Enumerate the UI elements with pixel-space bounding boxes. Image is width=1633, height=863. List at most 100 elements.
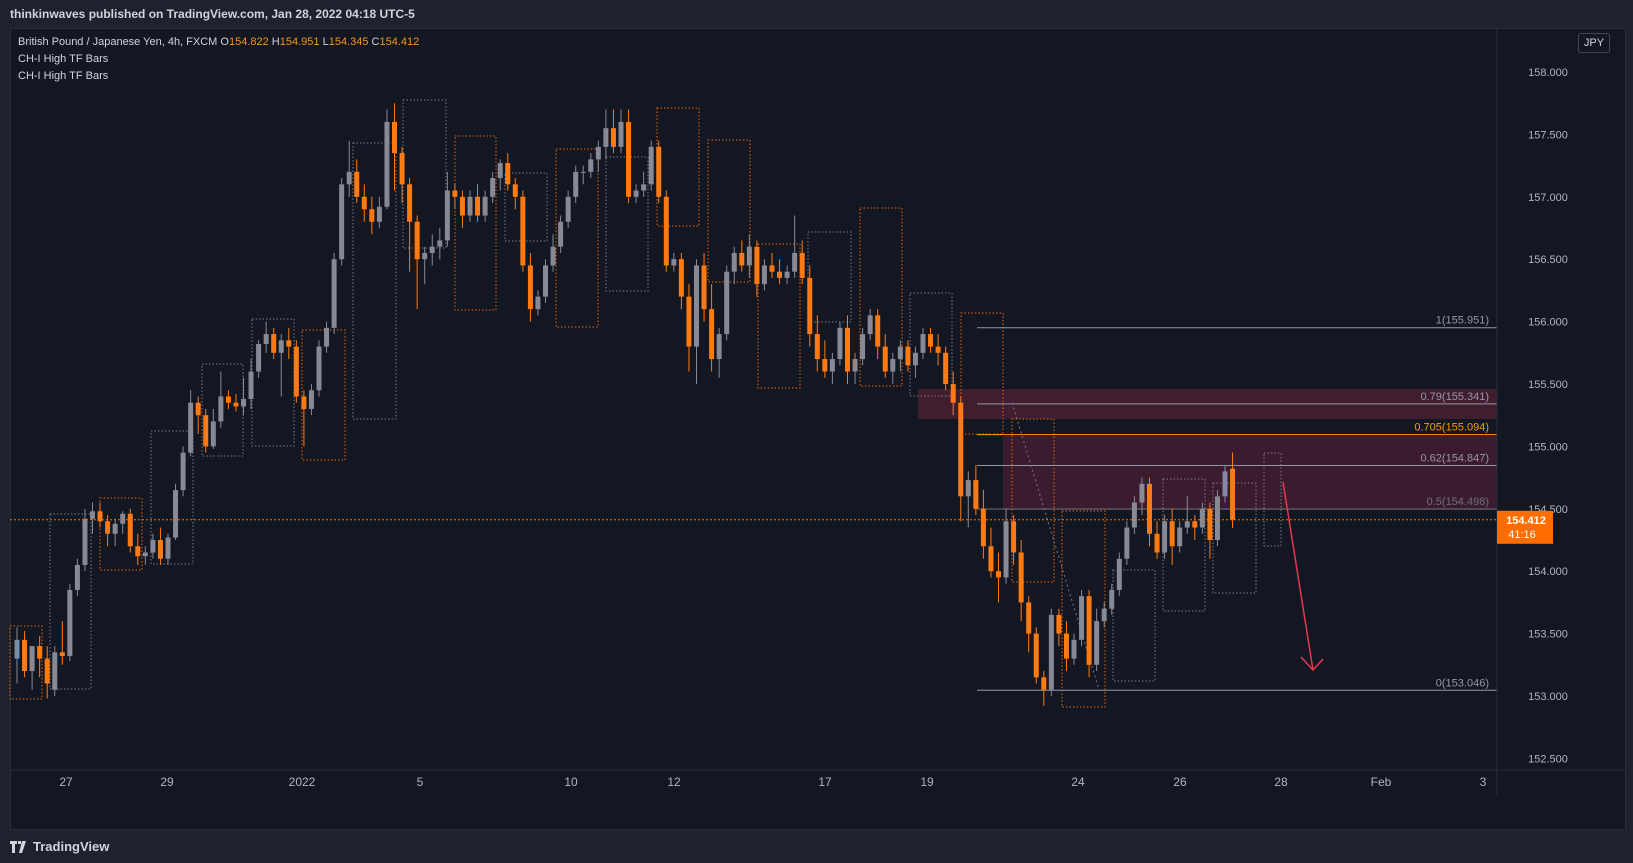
candle bbox=[1003, 508, 1009, 584]
candle bbox=[218, 371, 224, 428]
candle-body bbox=[1063, 633, 1069, 659]
candle-body bbox=[890, 359, 896, 372]
candle bbox=[701, 252, 707, 322]
candle-body bbox=[550, 246, 556, 266]
candle bbox=[754, 240, 760, 297]
candle-body bbox=[1003, 521, 1009, 578]
htf-bar-box bbox=[656, 107, 700, 227]
candle-body bbox=[203, 415, 209, 447]
candle-body bbox=[90, 511, 95, 519]
candle bbox=[505, 153, 511, 191]
indicator-label[interactable]: CH-I High TF Bars bbox=[18, 70, 109, 82]
candle-body bbox=[1056, 614, 1062, 634]
time-axis-label: 3 bbox=[1480, 775, 1487, 789]
candle-body bbox=[1214, 496, 1220, 540]
candle-body bbox=[565, 196, 571, 222]
htf-bar-box bbox=[1263, 452, 1282, 547]
candle-body bbox=[105, 521, 111, 534]
candle-body bbox=[777, 271, 783, 278]
candle bbox=[127, 508, 133, 553]
candle bbox=[180, 446, 186, 497]
candle-body bbox=[1124, 527, 1130, 559]
candle-body bbox=[943, 352, 949, 384]
time-axis-label: 10 bbox=[564, 775, 578, 789]
candle-body bbox=[1177, 527, 1183, 547]
candle-body bbox=[920, 334, 926, 353]
chart-pane[interactable] bbox=[10, 28, 1626, 830]
candle-body bbox=[301, 396, 307, 409]
fib-level-label: 0.79(155.341) bbox=[1421, 391, 1490, 403]
htf-bar-box bbox=[555, 148, 599, 328]
candle bbox=[135, 533, 141, 565]
candle bbox=[784, 265, 790, 285]
candle bbox=[1230, 452, 1236, 529]
candle-body bbox=[399, 153, 405, 185]
candle-body bbox=[475, 196, 481, 216]
candle-body bbox=[392, 121, 397, 154]
candle-body bbox=[678, 259, 684, 297]
candle bbox=[210, 408, 216, 449]
candle-body bbox=[814, 334, 820, 360]
candle-body bbox=[1222, 471, 1228, 497]
indicator-label[interactable]: CH-I High TF Bars bbox=[18, 53, 109, 65]
candle-body bbox=[225, 396, 231, 403]
candle bbox=[626, 109, 632, 204]
candle bbox=[1071, 633, 1077, 665]
candle-body bbox=[709, 309, 715, 360]
candle-body bbox=[74, 564, 80, 590]
projection-arrow bbox=[1282, 481, 1314, 671]
candle bbox=[875, 309, 881, 360]
candle bbox=[792, 215, 798, 278]
candle-body bbox=[354, 171, 360, 197]
htf-bar-box bbox=[960, 312, 1004, 435]
candle bbox=[392, 103, 397, 191]
candle-body bbox=[663, 196, 669, 266]
time-axis-label: 28 bbox=[1274, 775, 1288, 789]
candle bbox=[339, 178, 345, 266]
candle bbox=[497, 159, 503, 191]
candle bbox=[256, 340, 262, 378]
candle bbox=[173, 483, 179, 540]
candle bbox=[724, 265, 730, 341]
tradingview-logo[interactable]: TradingView bbox=[10, 839, 109, 854]
candle-body bbox=[520, 196, 526, 266]
projection-arrow-head bbox=[1300, 656, 1324, 672]
candle bbox=[286, 327, 292, 360]
candle-body bbox=[407, 184, 413, 222]
candle bbox=[1041, 671, 1047, 706]
candle bbox=[935, 334, 941, 366]
candle bbox=[263, 321, 269, 353]
candle bbox=[1124, 521, 1130, 565]
candle-body bbox=[52, 652, 58, 690]
candle-body bbox=[527, 265, 533, 310]
candle-body bbox=[490, 178, 496, 197]
candle bbox=[241, 377, 246, 416]
currency-button[interactable]: JPY bbox=[1578, 33, 1610, 53]
candle-body bbox=[882, 346, 888, 372]
candle-body bbox=[263, 334, 269, 345]
candle-body bbox=[316, 346, 322, 391]
candle bbox=[558, 215, 564, 253]
time-axis-label: 26 bbox=[1173, 775, 1187, 789]
candle bbox=[694, 259, 699, 384]
candle-body bbox=[29, 646, 35, 672]
candle bbox=[807, 265, 813, 347]
htf-bar-box bbox=[757, 243, 801, 389]
candle bbox=[44, 646, 50, 699]
published-info: thinkinwaves published on TradingView.co… bbox=[10, 7, 415, 21]
candle bbox=[90, 502, 95, 534]
candle bbox=[905, 340, 911, 372]
candle-body bbox=[512, 184, 518, 197]
candle bbox=[1222, 465, 1228, 503]
candle-body bbox=[467, 196, 473, 216]
candle-body bbox=[22, 639, 28, 672]
candle bbox=[520, 190, 526, 272]
candle-body bbox=[384, 121, 390, 207]
current-price-tag bbox=[1497, 510, 1553, 544]
price-axis-label: 156.000 bbox=[1528, 317, 1568, 329]
candle-body bbox=[641, 184, 647, 191]
candle-body bbox=[595, 146, 601, 160]
candle bbox=[867, 309, 873, 341]
candle-body bbox=[44, 658, 50, 684]
